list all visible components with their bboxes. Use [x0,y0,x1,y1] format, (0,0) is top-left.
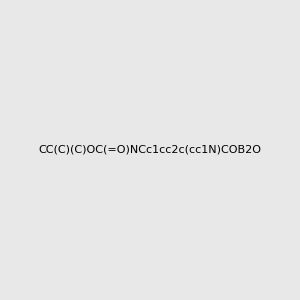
Text: CC(C)(C)OC(=O)NCc1cc2c(cc1N)COB2O: CC(C)(C)OC(=O)NCc1cc2c(cc1N)COB2O [38,145,262,155]
